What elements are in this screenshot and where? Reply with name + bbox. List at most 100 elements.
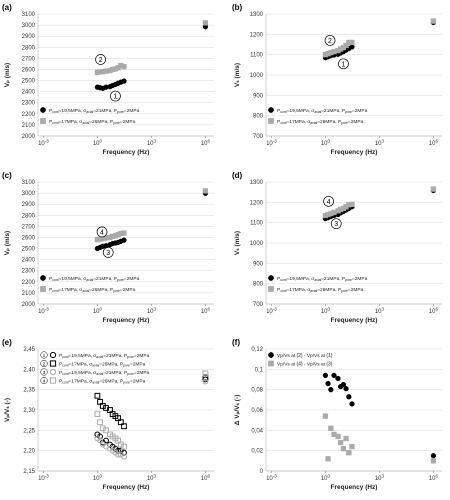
series (94, 370, 209, 450)
legend-number: 1 (43, 353, 46, 359)
legend-label: Pconf=17MPa, σaxial=26MPa, Ppore=2MPa (277, 287, 364, 293)
data-point (343, 435, 349, 442)
data-point (343, 42, 349, 49)
y-tick-label: 2500 (22, 79, 36, 85)
y-tick-label: 2900 (22, 202, 36, 208)
y-tick-label: 2600 (22, 67, 36, 73)
data-point (430, 458, 437, 464)
panel-label: (a) (2, 3, 12, 12)
series (94, 190, 209, 252)
annotation-label: 2 (328, 38, 332, 45)
data-point (268, 360, 274, 367)
y-tick-label: 2700 (22, 224, 36, 230)
legend-label: Pconf=17MPa, σaxial=26MPa, Ppore=2MPa (59, 378, 146, 384)
data-point (430, 453, 437, 459)
annotation: 4 (323, 195, 334, 207)
data-point (349, 44, 355, 50)
annotation-circle (323, 195, 334, 207)
data-point (49, 351, 57, 359)
y-axis-label: Vₛ (m/s) (234, 231, 241, 255)
series (322, 19, 437, 61)
annotation: 2 (95, 54, 106, 65)
y-tick-label: 700 (253, 302, 264, 308)
series (322, 18, 437, 58)
data-point (94, 411, 101, 417)
x-axis-label: Frequency (Hz) (331, 317, 378, 324)
y-tick-label: 1200 (250, 32, 264, 38)
y-tick-label: 2,40 (23, 367, 35, 373)
annotation-circle (324, 35, 336, 46)
y-tick-label: 2100 (22, 291, 36, 297)
x-tick-label: 100 (321, 139, 331, 148)
data-point (202, 188, 209, 194)
data-point (117, 419, 124, 426)
x-tick-label: 106 (201, 139, 211, 148)
data-point (322, 372, 329, 379)
y-tick-label: 1100 (250, 53, 264, 59)
data-point (121, 443, 127, 450)
y-tick-label: 2300 (22, 269, 36, 275)
y-tick-label: 2000 (22, 302, 36, 308)
y-tick-label: 2800 (22, 213, 36, 219)
data-point (346, 450, 352, 456)
data-point (340, 381, 347, 388)
legend-label: Vp/Vs at (2) - Vp/Vs at (1) (277, 353, 333, 359)
y-tick-label: 800 (253, 114, 264, 120)
annotation-label: 3 (106, 250, 110, 257)
y-axis-label: Δ Vₚ/Vₛ (-) (234, 395, 241, 425)
x-tick-label: 106 (201, 474, 211, 483)
data-point (430, 186, 437, 192)
y-axis-label: Vₚ (m/s) (4, 63, 11, 87)
data-point (349, 201, 355, 208)
data-point (121, 453, 127, 460)
annotation-label: 1 (113, 94, 117, 101)
data-point (268, 275, 274, 281)
data-point (103, 437, 109, 444)
x-tick-label: 106 (429, 474, 439, 483)
chart-panel: (c) 2000 2100 2200 2300 2400 2500 2600 2700 2800 2… (2, 171, 214, 324)
annotation-circle (95, 54, 106, 65)
y-tick-label: 3000 (22, 23, 36, 29)
x-axis-label: Frequency (Hz) (331, 484, 378, 491)
y-tick-label: 2800 (22, 45, 36, 51)
y-axis-label: Vₛ (m/s) (234, 63, 241, 87)
y-tick-label: 2,25 (23, 428, 35, 434)
y-tick-label: 2900 (22, 34, 36, 40)
y-tick-label: 2200 (22, 112, 36, 118)
data-point (268, 352, 274, 358)
legend-label: Pconf=17MPa, σaxial=26MPa, Ppore=2MPa (49, 119, 136, 125)
data-point (202, 378, 209, 385)
y-tick-label: 2000 (22, 134, 36, 140)
annotation-label: 4 (327, 199, 331, 206)
y-tick-label: 2,30 (23, 408, 35, 414)
y-tick-label: 0,02 (251, 449, 263, 455)
series (94, 378, 209, 460)
x-tick-label: 100 (93, 307, 103, 316)
y-tick-label: 2,20 (23, 449, 35, 455)
data-point (322, 413, 329, 419)
y-tick-label: 2100 (22, 123, 36, 129)
y-tick-label: 1200 (250, 200, 264, 206)
data-point (349, 401, 355, 407)
legend-label: Pconf=19,5MPa, σaxial=21MPa, Ppore=2MPa (59, 353, 150, 359)
data-point (328, 387, 334, 393)
annotation: 2 (324, 35, 336, 46)
legend-label: Pconf=19,5MPa, σaxial=21MPa, Ppore=2MPa (49, 276, 140, 282)
x-tick-label: 103 (375, 307, 385, 316)
data-point (202, 374, 209, 381)
data-point (40, 118, 46, 124)
chart-panel: (f) 0 0,02 0,04 0,06 0,08 0,1 0,12 10-3 100 103 106… (232, 338, 442, 491)
x-tick-label: 100 (93, 139, 103, 148)
y-axis-label: Vₚ/Vₛ (-) (4, 398, 11, 422)
y-tick-label: 3100 (22, 12, 36, 18)
data-point (40, 286, 46, 292)
y-tick-label: 0,04 (251, 428, 263, 434)
x-tick-label: 103 (147, 139, 157, 148)
legend-label: Vp/Vs at (4) - Vp/Vs at (3) (277, 361, 333, 367)
data-point (49, 360, 57, 367)
data-point (349, 39, 355, 46)
data-point (115, 451, 121, 458)
data-point (121, 237, 127, 243)
y-tick-label: 2600 (22, 235, 36, 241)
